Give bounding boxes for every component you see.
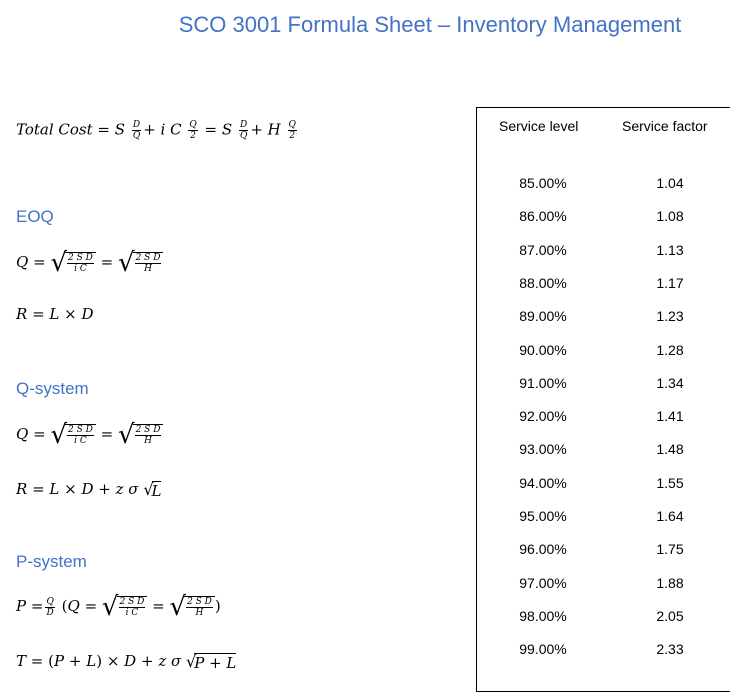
service-factor-cell: 1.34 xyxy=(656,374,684,391)
service-level-cell: 85.00% xyxy=(519,175,567,191)
service-factor-cell: 1.08 xyxy=(656,208,684,225)
eoq-heading: EOQ xyxy=(16,207,54,226)
service-factor-header: Service factor xyxy=(622,118,708,134)
q-system-heading: Q-system xyxy=(16,379,89,398)
service-level-cell: 87.00% xyxy=(519,241,567,258)
service-factor-cell: 1.13 xyxy=(656,241,684,258)
service-factor-cell: 2.05 xyxy=(656,607,684,624)
eoq-reorder-formula: R = L × D xyxy=(16,305,94,323)
page-title: SCO 3001 Formula Sheet – Inventory Manag… xyxy=(178,12,682,37)
service-level-cell: 97.00% xyxy=(519,574,567,591)
service-level-cell: 94.00% xyxy=(519,474,567,491)
service-factor-cell: 1.55 xyxy=(656,474,684,491)
service-level-cell: 99.00% xyxy=(519,641,567,658)
p-system-heading: P-system xyxy=(16,552,87,571)
service-level-cell: 88.00% xyxy=(519,274,567,291)
service-factor-cell: 1.41 xyxy=(656,408,684,425)
service-level-cell: 95.00% xyxy=(519,508,567,524)
service-level-header: Service level xyxy=(499,118,579,134)
q-system-reorder-formula: R = L × D + z σ √L xyxy=(16,480,162,500)
service-level-cell: 93.00% xyxy=(519,441,567,458)
service-level-cell: 90.00% xyxy=(519,341,567,358)
service-factor-cell: 1.04 xyxy=(656,175,684,191)
service-level-cell: 89.00% xyxy=(519,308,567,325)
service-level-cell: 86.00% xyxy=(519,208,567,225)
service-factor-table: Service level Service factor 85.00% 1.04 8… xyxy=(476,107,730,692)
service-factor-cell: 1.48 xyxy=(656,441,684,458)
service-factor-cell: 1.75 xyxy=(656,541,684,558)
service-level-cell: 92.00% xyxy=(519,408,567,425)
service-factor-cell: 1.17 xyxy=(656,274,684,291)
service-factor-cell: 1.23 xyxy=(656,308,684,325)
service-level-cell: 96.00% xyxy=(519,541,567,558)
service-level-cell: 91.00% xyxy=(519,374,567,391)
service-factor-cell: 1.28 xyxy=(656,341,684,358)
service-factor-cell: 1.64 xyxy=(656,508,684,524)
service-factor-cell: 1.88 xyxy=(656,574,684,591)
service-factor-cell: 2.33 xyxy=(656,641,684,658)
p-system-target-formula: T = (P + L) × D + z σ √P + L xyxy=(16,652,237,672)
service-level-cell: 98.00% xyxy=(519,607,567,624)
